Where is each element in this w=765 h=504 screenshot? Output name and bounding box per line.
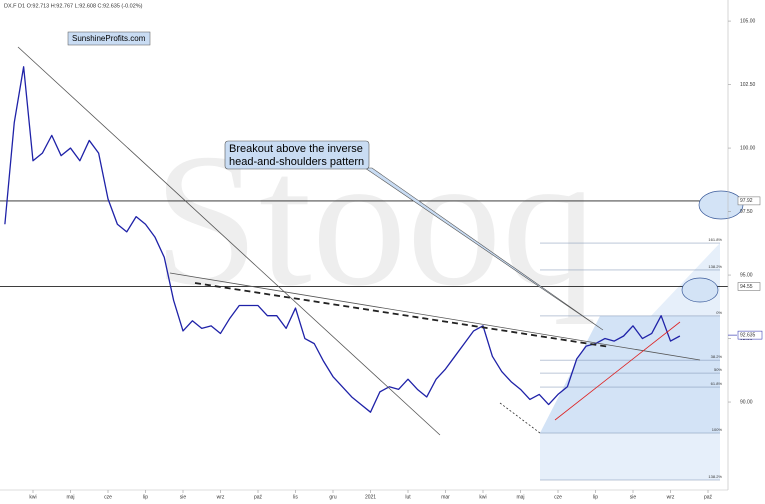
x-tick-label: cze	[554, 494, 562, 500]
x-tick-label: lut	[405, 494, 411, 500]
fib-label: 38.2%	[711, 354, 723, 359]
highlight-ellipse	[698, 190, 744, 220]
x-tick-label: paź	[254, 494, 263, 500]
x-tick-label: gru	[329, 494, 336, 500]
x-tick-label: wrz	[217, 494, 225, 500]
support-line	[554, 321, 681, 421]
x-tick-label: paź	[704, 494, 713, 500]
dotted-line	[499, 402, 541, 434]
annotation: Breakout above the inverse	[229, 143, 363, 155]
watermark: Stooq	[153, 116, 596, 326]
trend-line	[17, 46, 441, 436]
annotation: head-and-shoulders pattern	[229, 156, 364, 168]
x-tick-label: maj	[66, 494, 74, 500]
last-price-tag	[737, 330, 763, 340]
x-tick-label: cze	[104, 494, 112, 500]
brand: SunshineProfits.com	[72, 34, 146, 43]
x-tick-label: kwi	[479, 494, 486, 500]
x-tick-label: mar	[441, 494, 450, 500]
fib-label: 61.8%	[711, 381, 723, 386]
highlight-ellipse	[681, 277, 719, 303]
fib-label: 138.2%	[708, 474, 722, 479]
level-tag	[737, 196, 761, 206]
x-tick-label: maj	[516, 494, 524, 500]
y-tick-label: 95.00	[740, 272, 753, 278]
fib-zone	[540, 316, 720, 433]
fib-label: 50%	[714, 367, 722, 372]
fib-label: 161.8%	[708, 237, 722, 242]
x-tick-label: wrz	[667, 494, 675, 500]
fib-label: 0%	[716, 310, 722, 315]
y-tick-label: 102.50	[740, 82, 756, 88]
y-tick-label: 105.00	[740, 18, 756, 24]
x-tick-label: 2021	[365, 494, 376, 500]
level-label: 97.92	[740, 198, 753, 204]
last-price-label: 92.635	[740, 332, 756, 338]
price-line	[4, 66, 681, 413]
ohlc-header: DX.F D1 O:92.713 H:92.767 L:92.608 C:92.…	[4, 3, 143, 9]
x-tick-label: kwi	[29, 494, 36, 500]
level-tag	[737, 282, 761, 291]
y-tick-label: 90.00	[740, 399, 753, 405]
level-label: 94.55	[740, 284, 753, 290]
x-tick-label: lis	[293, 494, 298, 500]
neckline	[169, 272, 701, 361]
x-tick-label: lip	[143, 494, 148, 500]
fib-label: 100%	[712, 427, 723, 432]
callout-box	[224, 140, 370, 170]
fib-label: 138.2%	[708, 264, 722, 269]
brand-box	[67, 31, 151, 46]
y-tick-label: 100.00	[740, 145, 756, 151]
x-tick-label: lip	[593, 494, 598, 500]
x-tick-label: sie	[180, 494, 187, 500]
y-tick-label: 97.50	[740, 209, 753, 215]
x-tick-label: sie	[630, 494, 637, 500]
